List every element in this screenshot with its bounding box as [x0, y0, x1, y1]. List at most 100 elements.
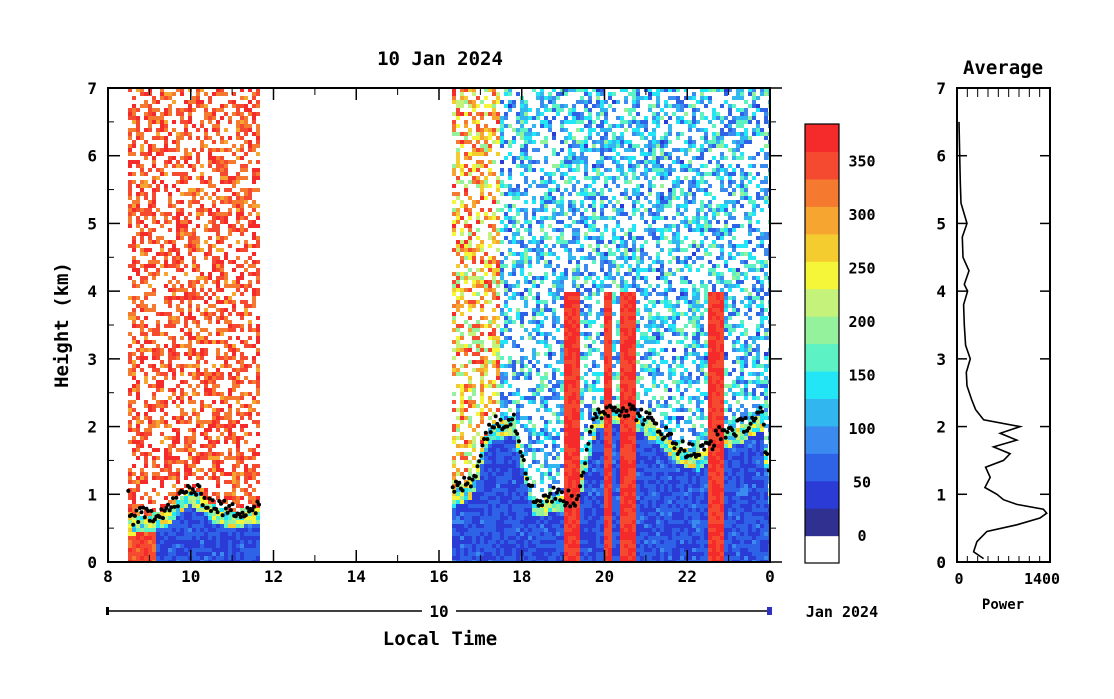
date-month-label: Jan 2024: [806, 603, 878, 621]
boundary-layer-point: [174, 495, 179, 500]
boundary-layer-point: [594, 415, 599, 420]
boundary-layer-point: [141, 505, 146, 510]
boundary-layer-point: [536, 503, 541, 508]
boundary-layer-point: [700, 443, 705, 448]
boundary-layer-point: [717, 425, 722, 430]
boundary-layer-point: [569, 493, 574, 498]
side-y-tick-label: 6: [936, 147, 946, 166]
colorbar-label: 0: [857, 527, 866, 545]
boundary-layer-point: [599, 416, 604, 421]
boundary-layer-point: [588, 429, 592, 434]
colorbar-frame: [804, 123, 840, 564]
boundary-layer-point: [240, 510, 245, 515]
colorbar-swatches: [805, 124, 839, 564]
boundary-layer-point: [189, 491, 194, 496]
main-x-axis: 8 10 12 14 16 18 20 22 0: [103, 88, 775, 586]
boundary-layer-point: [238, 515, 243, 519]
boundary-layer-point: [664, 425, 669, 430]
boundary-layer-point: [540, 503, 544, 508]
boundary-layer-point: [137, 506, 142, 510]
boundary-layer-point: [146, 509, 151, 513]
boundary-layer-point: [161, 516, 165, 521]
boundary-layer-point: [765, 452, 770, 456]
boundary-layer-point: [473, 474, 478, 479]
average-profile-panel: Average 0 1400 0 1 2 3 4 5 6 7 Power: [936, 57, 1060, 613]
boundary-layer-point: [760, 409, 765, 414]
boundary-layer-point: [521, 458, 526, 462]
boundary-layer-point: [559, 490, 564, 495]
boundary-layer-point: [593, 411, 597, 416]
boundary-layer-point: [167, 508, 172, 513]
colorbar-swatch: [805, 261, 839, 290]
boundary-layer-point: [478, 453, 483, 458]
boundary-layer-point: [243, 513, 248, 518]
boundary-layer-point: [581, 470, 586, 475]
colorbar-swatch: [805, 425, 839, 454]
colorbar: 0 50 100 150 200 250 300 350: [804, 123, 876, 564]
boundary-layer-point: [172, 504, 177, 509]
boundary-layer-point: [147, 518, 152, 523]
boundary-layer-point: [650, 418, 655, 423]
boundary-layer-point: [169, 505, 174, 510]
boundary-layer-point: [644, 410, 649, 415]
boundary-layer-point: [551, 485, 556, 490]
main-x-tick-label: 16: [429, 567, 448, 586]
boundary-layer-point: [545, 499, 549, 504]
boundary-layer-point: [674, 441, 679, 446]
boundary-layer-point: [230, 502, 235, 507]
boundary-layer-point: [457, 480, 462, 485]
main-x-tick-label: 8: [103, 567, 113, 586]
boundary-layer-point: [690, 442, 695, 447]
boundary-layer-point: [631, 404, 635, 409]
colorbar-label: 200: [848, 313, 875, 331]
boundary-layer-point: [574, 497, 579, 502]
boundary-layer-point: [132, 513, 137, 518]
boundary-layer-point: [139, 510, 144, 515]
boundary-layer-point: [708, 439, 713, 444]
boundary-layer-point: [149, 508, 154, 513]
average-power-line: [958, 121, 1048, 560]
boundary-layer-point: [622, 414, 627, 419]
main-chart-title: 10 Jan 2024: [377, 48, 503, 70]
boundary-layer-point: [556, 487, 561, 492]
boundary-layer-point: [452, 489, 457, 494]
boundary-layer-point: [553, 496, 558, 501]
boundary-layer-point: [498, 417, 503, 422]
boundary-layer-point: [465, 481, 470, 486]
boundary-layer-point: [134, 508, 139, 513]
boundary-layer-point: [480, 443, 485, 448]
colorbar-swatch: [805, 233, 839, 262]
boundary-layer-point: [687, 441, 692, 446]
main-x-tick-label: 18: [512, 567, 531, 586]
boundary-layer-point: [492, 425, 496, 430]
date-day-label-bg: [422, 600, 456, 620]
boundary-layer-point: [740, 417, 745, 422]
side-y-tick-label: 5: [936, 214, 946, 233]
main-y-tick-label: 2: [87, 418, 97, 437]
boundary-layer-point: [566, 488, 571, 493]
boundary-layer-point: [525, 476, 530, 481]
boundary-layer-point: [761, 422, 766, 427]
boundary-layer-point: [245, 505, 250, 510]
boundary-layer-point: [662, 435, 667, 440]
boundary-layer-point: [715, 432, 720, 437]
colorbar-label: 50: [853, 474, 871, 492]
boundary-layer-point: [518, 450, 523, 454]
boundary-layer-point: [685, 454, 690, 458]
boundary-layer-point: [460, 488, 465, 493]
boundary-layer-point: [184, 490, 189, 494]
boundary-layer-point: [516, 439, 521, 444]
side-x-tick-label: 1400: [1024, 570, 1060, 588]
boundary-layer-point: [584, 447, 589, 452]
main-y-tick-label: 7: [87, 79, 97, 98]
side-x-axis-label: Power: [982, 597, 1024, 613]
date-axis: 10 Jan 2024 Local Time: [106, 600, 878, 650]
boundary-layer-point: [710, 447, 715, 452]
boundary-layer-point: [223, 506, 228, 511]
boundary-layer-point: [621, 406, 626, 411]
boundary-layer-point: [682, 448, 687, 453]
colorbar-labels: 0 50 100 150 200 250 300 350: [848, 153, 875, 546]
boundary-layer-point: [505, 424, 510, 429]
